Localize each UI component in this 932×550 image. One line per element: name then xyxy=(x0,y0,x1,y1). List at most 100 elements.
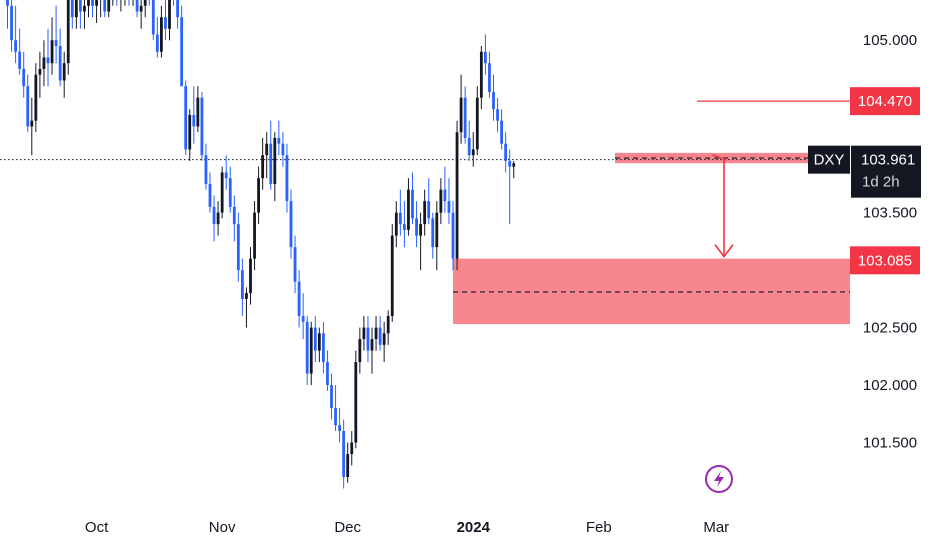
candle xyxy=(46,28,50,87)
candle xyxy=(407,178,410,236)
candle xyxy=(492,74,495,121)
candle xyxy=(10,0,13,52)
candle xyxy=(435,201,439,271)
candle xyxy=(164,0,167,41)
candle-body xyxy=(208,183,212,207)
price-tick-label: 105.000 xyxy=(863,32,917,49)
candle xyxy=(139,0,143,29)
candle-body xyxy=(403,224,406,230)
candle xyxy=(358,327,362,374)
candle xyxy=(180,5,184,87)
candle-body xyxy=(91,0,94,6)
candle xyxy=(394,201,398,248)
candle xyxy=(120,0,122,12)
time-axis[interactable]: Oct Nov Dec 2024 Feb Mar xyxy=(85,519,729,536)
candle-body xyxy=(512,163,516,167)
candle xyxy=(135,0,139,18)
candle-body xyxy=(500,120,503,144)
candle-body xyxy=(42,57,46,69)
candle-body xyxy=(196,97,200,127)
price-tick-label: 103.500 xyxy=(863,205,917,222)
candle xyxy=(451,201,455,271)
candle xyxy=(415,201,418,248)
candle xyxy=(346,442,350,483)
candle xyxy=(350,431,354,466)
candle-body xyxy=(46,57,50,64)
candle-body xyxy=(338,425,341,432)
candle xyxy=(289,189,293,259)
candle-body xyxy=(346,454,350,478)
candle-body xyxy=(188,114,192,150)
candle-body xyxy=(245,293,248,299)
candle-body xyxy=(50,40,54,64)
time-tick-label: Mar xyxy=(703,519,729,536)
candle xyxy=(143,0,147,18)
candle-body xyxy=(192,114,196,127)
candle-body xyxy=(168,0,171,29)
candle xyxy=(91,0,94,18)
candle-body xyxy=(484,51,487,64)
candle-body xyxy=(382,333,386,345)
zones-layer xyxy=(453,152,850,325)
candle xyxy=(249,247,252,305)
candle xyxy=(112,0,114,6)
candle-body xyxy=(200,97,204,156)
candle-body xyxy=(427,201,431,219)
symbol-label: DXY xyxy=(814,152,845,169)
candle-body xyxy=(467,137,471,156)
candle xyxy=(236,212,240,282)
candle-body xyxy=(103,0,107,12)
candle xyxy=(87,0,90,18)
candle xyxy=(301,293,305,340)
time-tick-label: 2024 xyxy=(457,519,491,536)
candle xyxy=(309,321,313,386)
candle-body xyxy=(411,189,414,219)
candle xyxy=(128,0,130,6)
last-price-box xyxy=(851,145,921,198)
candle-body xyxy=(38,68,42,75)
candle xyxy=(232,195,236,242)
price-axis[interactable]: 105.000 103.500 102.500 102.000 101.500 xyxy=(863,32,917,451)
arrow-head xyxy=(714,244,734,258)
lightning-icon[interactable] xyxy=(705,465,733,493)
candle-body xyxy=(317,333,321,351)
candle xyxy=(79,0,82,29)
candle xyxy=(386,310,390,345)
candle xyxy=(479,45,483,110)
candle xyxy=(285,143,289,213)
candle xyxy=(228,166,232,213)
candle xyxy=(504,132,508,173)
candle-body xyxy=(439,189,443,213)
candle xyxy=(281,132,285,167)
candle xyxy=(475,86,479,156)
candle-body xyxy=(350,442,354,455)
candle xyxy=(338,408,341,443)
candle-body xyxy=(26,86,30,127)
candle xyxy=(74,0,78,29)
candle-body xyxy=(330,385,333,409)
countdown-label: 1d 2h xyxy=(862,174,900,191)
candle xyxy=(455,120,459,271)
candle xyxy=(419,212,422,271)
candle-body xyxy=(496,109,499,121)
target-level-tag xyxy=(850,246,920,275)
candle-body xyxy=(309,327,313,374)
projection-arrow xyxy=(711,154,734,258)
candle-body xyxy=(54,40,58,46)
candle-body xyxy=(212,206,216,225)
candle xyxy=(220,166,224,219)
candle-body xyxy=(342,431,346,478)
candle-body xyxy=(305,321,309,374)
candle-body xyxy=(293,247,297,282)
candle-body xyxy=(354,362,358,443)
candle xyxy=(411,172,414,225)
candle-body xyxy=(459,97,463,133)
target-level-label: 103.085 xyxy=(858,252,912,269)
candle-body xyxy=(435,212,439,248)
candle-body xyxy=(431,218,435,248)
levels-layer: 104.470 103.085 xyxy=(697,87,920,275)
candle xyxy=(42,40,46,87)
candle-body xyxy=(281,143,285,156)
candle xyxy=(423,189,427,236)
